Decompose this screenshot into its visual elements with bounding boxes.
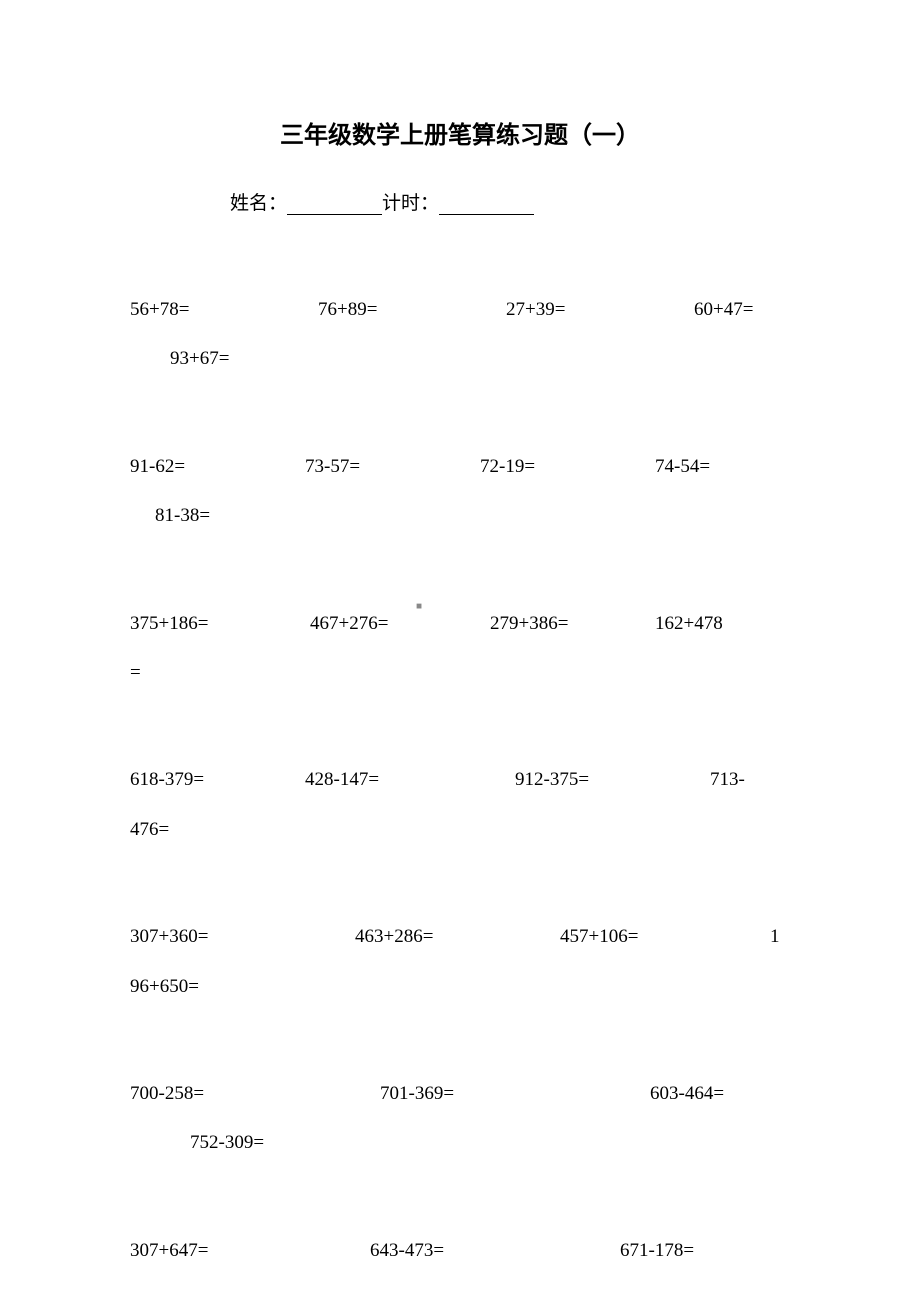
problem-item: 463+286= (355, 912, 560, 961)
problem-line: 375+186=467+276=279+386=162+478 (130, 599, 790, 648)
problem-line: 307+360=463+286=457+106=1 (130, 912, 790, 961)
problem-item: 428-147= (305, 755, 515, 804)
problem-row: 307+647=643-473=671-178= (130, 1226, 790, 1275)
problem-row: 700-258=701-369=603-464=752-309= (130, 1069, 790, 1168)
problem-item: 375+186= (130, 599, 310, 648)
problem-item: 93+67= (170, 334, 229, 383)
problem-item: 713- (710, 755, 745, 804)
problem-item: 603-464= (650, 1069, 724, 1118)
problem-line: 307+647=643-473=671-178= (130, 1226, 790, 1275)
time-label: 计时： (382, 193, 439, 214)
problem-line: 618-379=428-147=912-375=713- (130, 755, 790, 804)
problem-item: 81-38= (155, 491, 210, 540)
page-marker: ■ (416, 601, 422, 612)
problem-item: 73-57= (305, 442, 480, 491)
problem-item: = (130, 648, 141, 697)
problem-item: 162+478 (655, 599, 723, 648)
worksheet-title: 三年级数学上册笔算练习题（一） (130, 115, 790, 150)
problem-item: 643-473= (370, 1226, 620, 1275)
problem-row: 307+360=463+286=457+106=196+650= (130, 912, 790, 1011)
problem-row: 91-62=73-57=72-19=74-54=81-38= (130, 442, 790, 541)
problem-item: 74-54= (655, 442, 710, 491)
problem-item: 476= (130, 805, 169, 854)
problem-item: 91-62= (130, 442, 305, 491)
problem-item: 467+276= (310, 599, 490, 648)
problem-item: 752-309= (190, 1118, 264, 1167)
name-underline (287, 197, 382, 215)
problem-item: 307+360= (130, 912, 355, 961)
time-underline (439, 197, 534, 215)
problem-item: 27+39= (506, 285, 694, 334)
problem-overflow-line: 752-309= (130, 1118, 790, 1167)
problem-overflow-line: = (130, 648, 790, 697)
problem-item: 76+89= (318, 285, 506, 334)
problem-item: 457+106= (560, 912, 770, 961)
problem-row: 56+78=76+89=27+39=60+47=93+67= (130, 285, 790, 384)
problem-row: 375+186=467+276=279+386=162+478= (130, 599, 790, 698)
problem-overflow-line: 93+67= (130, 334, 790, 383)
name-label: 姓名： (230, 193, 287, 214)
problem-item: 700-258= (130, 1069, 380, 1118)
problem-line: 91-62=73-57=72-19=74-54= (130, 442, 790, 491)
problem-overflow-line: 81-38= (130, 491, 790, 540)
problem-overflow-line: 476= (130, 805, 790, 854)
problem-item: 618-379= (130, 755, 305, 804)
problem-item: 96+650= (130, 962, 199, 1011)
problem-row: 618-379=428-147=912-375=713-476= (130, 755, 790, 854)
problem-item: 701-369= (380, 1069, 650, 1118)
problem-item: 307+647= (130, 1226, 370, 1275)
problem-line: 700-258=701-369=603-464= (130, 1069, 790, 1118)
problems-container: 56+78=76+89=27+39=60+47=93+67=91-62=73-5… (130, 285, 790, 1275)
problem-item: 912-375= (515, 755, 710, 804)
problem-item: 671-178= (620, 1226, 694, 1275)
name-time-line: 姓名： 计时： (230, 188, 790, 215)
problem-item: 72-19= (480, 442, 655, 491)
problem-item: 60+47= (694, 285, 753, 334)
problem-item: 56+78= (130, 285, 318, 334)
problem-item: 1 (770, 912, 780, 961)
problem-overflow-line: 96+650= (130, 962, 790, 1011)
problem-line: 56+78=76+89=27+39=60+47= (130, 285, 790, 334)
problem-item: 279+386= (490, 599, 655, 648)
